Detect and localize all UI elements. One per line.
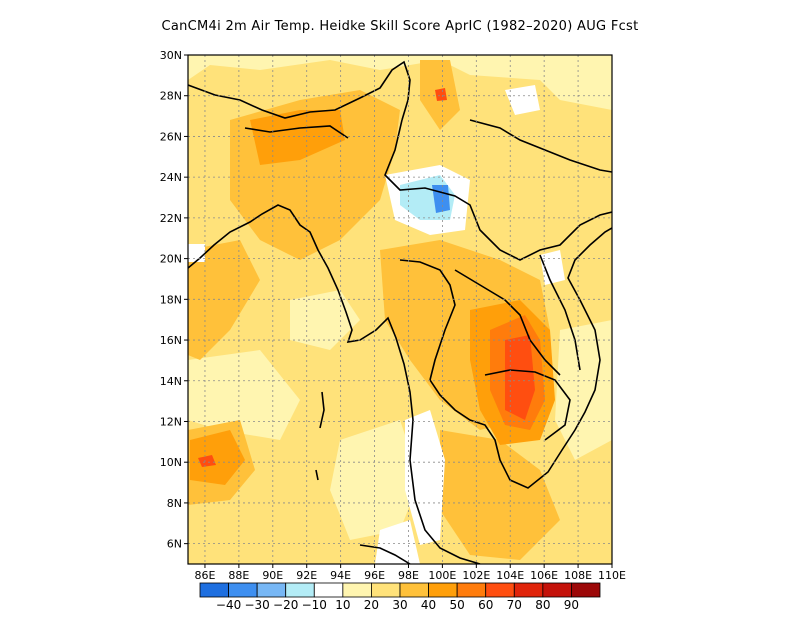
lat-tick-label: 30N [160,49,182,62]
field-70-cambodia [505,335,535,420]
colorbar-label: 90 [564,598,579,612]
colorbar-swatch [571,582,601,598]
lat-tick-label: 12N [160,415,182,428]
colorbar-label: −40 [216,598,241,612]
border-thai-myanmar [399,259,456,381]
lon-tick-label: 108E [564,569,592,582]
colorbar-label: 60 [478,598,493,612]
lon-tick-label: 88E [228,569,249,582]
colorbar-label: 10 [335,598,350,612]
coast-andaman-islands [315,391,325,481]
colorbar-label: 70 [507,598,522,612]
chart-title: CanCM4i 2m Air Temp. Heidke Skill Score … [161,19,639,34]
lon-tick-label: 90E [262,569,283,582]
coast-sumatra [359,544,411,564]
lat-tick-label: 10N [160,456,182,469]
field-50-ne-india [250,110,345,165]
field-light-east [555,320,612,460]
coast-india-bangladesh-myanmar [188,204,481,564]
lat-tick-label: 8N [167,497,182,510]
field-70-andaman [198,455,216,467]
lon-tick-label: 100E [428,569,456,582]
lat-tick-label: 28N [160,90,182,103]
colorbar: −40 −30 −20 −10 10 20 30 40 50 60 70 80 90 [199,582,601,612]
lat-tick-label: 16N [160,334,182,347]
field-50-andaman [190,430,245,485]
field-light-middle [290,290,360,350]
lon-tick-label: 96E [364,569,385,582]
longitude-axis: 86E 88E 90E 92E 94E 96E 98E 100E 102E 104E 106E 108… [194,564,626,582]
latitude-axis: 6N 8N 10N 12N 14N 16N 18N 20N 22N 24N 26N 28N 30N [160,49,188,551]
lat-tick-label: 6N [167,538,182,551]
coast-china-south [469,119,612,173]
coastline-layer [188,60,612,564]
lat-tick-label: 20N [160,253,182,266]
field-orange-west [188,240,260,360]
lon-tick-label: 106E [530,569,558,582]
lon-tick-label: 110E [598,569,626,582]
field-neg-30-yunnan [432,185,450,213]
lat-tick-label: 22N [160,212,182,225]
colorbar-label: 20 [364,598,379,612]
lon-tick-label: 102E [462,569,490,582]
colorbar-label: 80 [535,598,550,612]
field-light-south [188,350,300,440]
colorbar-label: 50 [450,598,465,612]
field-layer [188,55,612,564]
field-light-north [188,55,612,110]
colorbar-swatch [513,582,544,598]
colorbar-label: 40 [421,598,436,612]
colorbar-swatch [285,582,315,598]
border-laos-thai [454,269,561,376]
lat-tick-label: 24N [160,171,182,184]
lon-tick-label: 94E [330,569,351,582]
colorbar-swatch [199,582,229,598]
colorbar-swatch [399,582,429,598]
map-frame [187,54,613,565]
lon-tick-label: 98E [398,569,419,582]
colorbar-swatch [456,582,487,598]
field-light-south-center [330,420,420,540]
colorbar-swatch [228,582,258,598]
lat-tick-label: 18N [160,293,182,306]
lon-tick-label: 92E [296,569,317,582]
field-white-sw-edge [188,244,205,262]
field-white-malay [405,410,445,545]
colorbar-swatch [542,582,572,598]
colorbar-label: −20 [273,598,298,612]
field-70-ne [435,88,447,101]
colorbar-swatch [428,582,458,598]
colorbar-swatch [256,582,287,598]
colorbar-swatch [371,582,401,598]
coast-gulf-of-thailand [429,227,612,489]
colorbar-swatch [313,582,344,598]
colorbar-swatch [342,582,372,598]
border-north-india-china [188,60,411,121]
border-vietnam [539,254,581,371]
lat-tick-label: 14N [160,375,182,388]
colorbar-label: 30 [392,598,407,612]
lat-tick-label: 26N [160,130,182,143]
field-white-ne [505,85,540,115]
border-nepal-bhutan [244,125,349,139]
colorbar-label: −10 [302,598,327,612]
colorbar-label: −30 [244,598,269,612]
graticule [188,55,612,564]
colorbar-swatch [485,582,515,598]
border-myanmar-china [384,119,612,261]
lon-tick-label: 86E [194,569,215,582]
lon-tick-label: 104E [496,569,524,582]
